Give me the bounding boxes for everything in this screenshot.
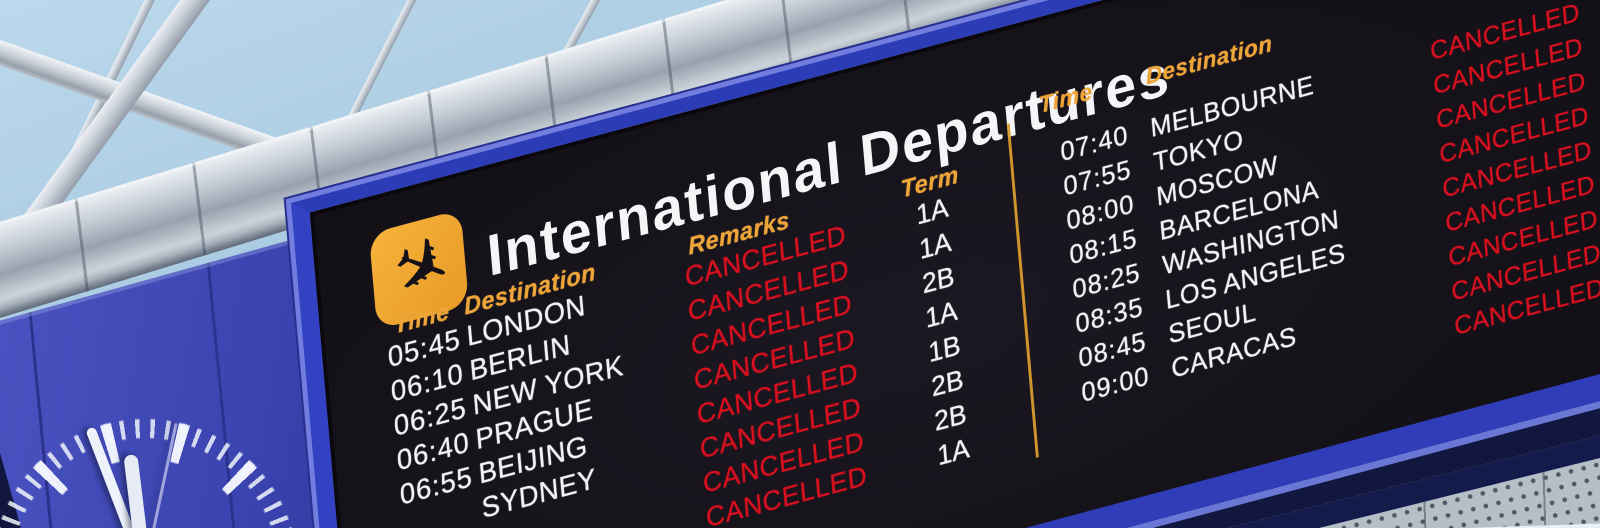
panel-highlight-strip — [1358, 516, 1600, 528]
column-header-destination: Destination — [1144, 29, 1274, 90]
